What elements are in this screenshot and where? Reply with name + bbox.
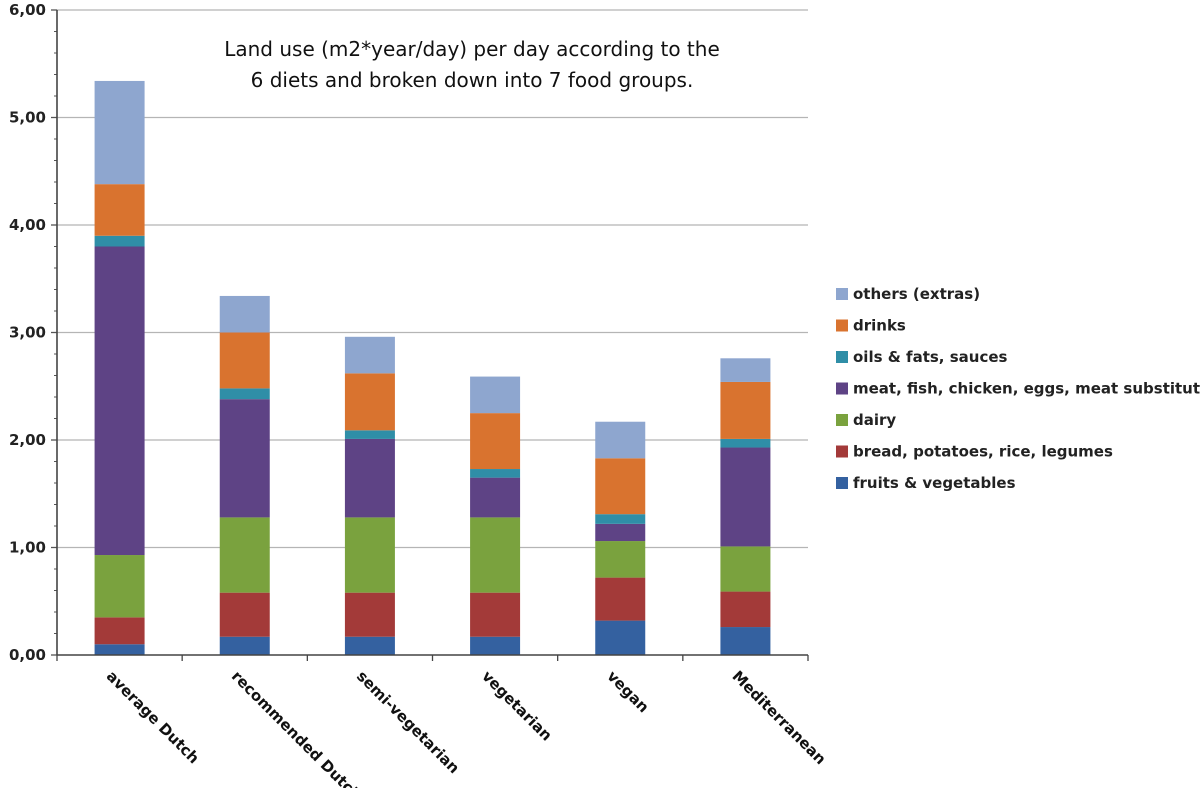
bar-segment (470, 592, 521, 637)
bar-segment (344, 592, 395, 637)
bar-segment (94, 80, 145, 185)
bar-segment (595, 577, 646, 621)
bar-segment (94, 555, 145, 618)
bar-segment (94, 617, 145, 645)
bar-segment (219, 636, 270, 655)
bar-segment (219, 332, 270, 389)
bar-segment (344, 336, 395, 374)
bar-segment (219, 295, 270, 333)
x-category-label: vegan (603, 667, 652, 716)
x-category-labels: average Dutch recommended Dutchsemi-veget… (103, 667, 830, 788)
bar-segment (595, 458, 646, 515)
legend-label: bread, potatoes, rice, legumes (853, 443, 1113, 461)
legend-swatch (836, 319, 848, 332)
legend-swatch (836, 288, 848, 300)
legend-label: drinks (853, 317, 906, 335)
legend-swatch (836, 414, 848, 426)
bar-segment (470, 469, 521, 478)
bar-segment (595, 620, 646, 655)
axes (51, 9, 809, 661)
bar-segment (219, 388, 270, 400)
gridlines (57, 9, 808, 549)
legend-swatch (836, 382, 848, 395)
bar-segment (344, 636, 395, 655)
y-tick-label: 0,00 (9, 646, 46, 664)
y-tick-label: 2,00 (9, 431, 46, 449)
bar-segment (219, 399, 270, 518)
bar-segment (344, 373, 395, 431)
y-tick-label: 4,00 (9, 216, 46, 234)
bar-segment (470, 413, 521, 470)
bar-segment (720, 591, 771, 628)
bar-segment (595, 541, 646, 578)
bar-segment (595, 421, 646, 459)
bar-segment (595, 523, 646, 542)
x-category-label: Mediterranean (729, 667, 830, 768)
y-tick-labels: 0,00 1,00 2,00 3,00 4,00 5,00 6,00 (9, 1, 46, 664)
legend-label: fruits & vegetables (853, 474, 1016, 492)
bar-segment (219, 592, 270, 637)
chart-title-line-2: 6 diets and broken down into 7 food grou… (251, 68, 694, 92)
bar-segment (595, 514, 646, 524)
chart-title-line-1: Land use (m2*year/day) per day according… (224, 37, 720, 61)
legend-swatch (836, 351, 848, 363)
legend-label: oils & fats, sauces (853, 348, 1008, 366)
bar-segment (94, 246, 145, 556)
chart-title: Land use (m2*year/day) per day according… (224, 37, 720, 92)
bar-segment (94, 644, 145, 655)
x-category-label: vegetarian (478, 667, 555, 744)
legend-label: dairy (853, 411, 896, 429)
x-category-label: semi-vegetarian (353, 667, 463, 777)
y-tick-label: 6,00 (9, 1, 46, 19)
bar-segment (720, 447, 771, 547)
bar-segment (94, 235, 145, 247)
bar-segment (720, 627, 771, 655)
y-tick-label: 1,00 (9, 539, 46, 557)
bar-segment (470, 517, 521, 593)
x-category-label: average Dutch (103, 667, 203, 767)
bars (94, 80, 771, 655)
bar-segment (470, 636, 521, 655)
y-tick-label: 5,00 (9, 109, 46, 127)
legend-label: meat, fish, chicken, eggs, meat substitu… (853, 380, 1200, 398)
y-tick-label: 3,00 (9, 324, 46, 342)
bar-segment (344, 438, 395, 518)
legend-label: others (extras) (853, 285, 980, 303)
bar-segment (344, 517, 395, 593)
bar-segment (470, 477, 521, 518)
bar-segment (94, 184, 145, 236)
legend-swatch (836, 445, 848, 458)
legend-swatch (836, 477, 848, 489)
legend: others (extras) drinks oils & fats, sauces… (836, 285, 1200, 492)
bar-segment (720, 546, 771, 592)
bar-segment (219, 517, 270, 593)
bar-segment (720, 438, 771, 448)
x-category-label: recommended Dutch (228, 667, 365, 788)
bar-segment (720, 381, 771, 439)
bar-segment (344, 430, 395, 439)
bar-segment (470, 376, 521, 414)
bar-segment (720, 358, 771, 382)
